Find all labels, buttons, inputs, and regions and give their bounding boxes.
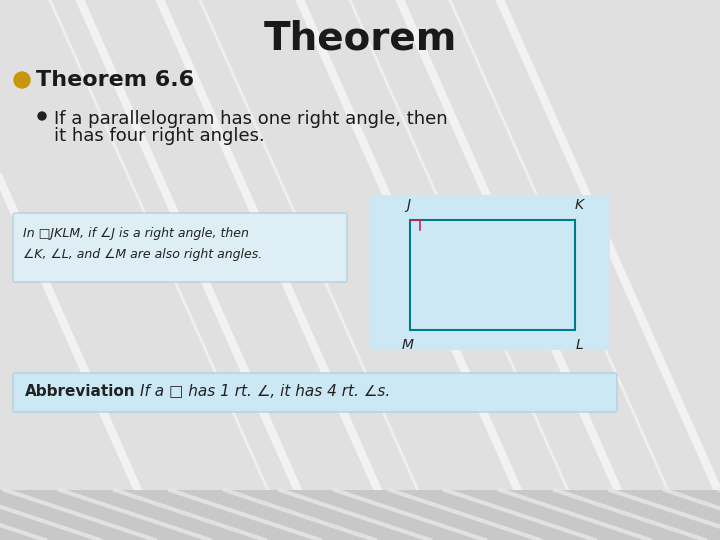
- Circle shape: [38, 112, 46, 120]
- Text: If a □ has 1 rt. ∠, it has 4 rt. ∠s.: If a □ has 1 rt. ∠, it has 4 rt. ∠s.: [140, 384, 390, 400]
- Text: Theorem: Theorem: [264, 19, 456, 57]
- Polygon shape: [410, 220, 575, 330]
- Text: Theorem 6.6: Theorem 6.6: [36, 70, 194, 90]
- Bar: [370, 195, 610, 350]
- FancyBboxPatch shape: [13, 213, 347, 282]
- Text: In □JKLM, if ∠J is a right angle, then: In □JKLM, if ∠J is a right angle, then: [23, 227, 249, 240]
- Text: M: M: [402, 338, 414, 352]
- Text: ∠K, ∠L, and ∠M are also right angles.: ∠K, ∠L, and ∠M are also right angles.: [23, 248, 262, 261]
- Text: If a parallelogram has one right angle, then: If a parallelogram has one right angle, …: [54, 110, 448, 128]
- Bar: [0, 490, 720, 540]
- Text: J: J: [406, 198, 410, 212]
- Text: Abbreviation: Abbreviation: [25, 384, 135, 400]
- Text: K: K: [575, 198, 584, 212]
- Circle shape: [14, 72, 30, 88]
- FancyBboxPatch shape: [13, 373, 617, 412]
- Text: it has four right angles.: it has four right angles.: [54, 127, 265, 145]
- Text: L: L: [575, 338, 583, 352]
